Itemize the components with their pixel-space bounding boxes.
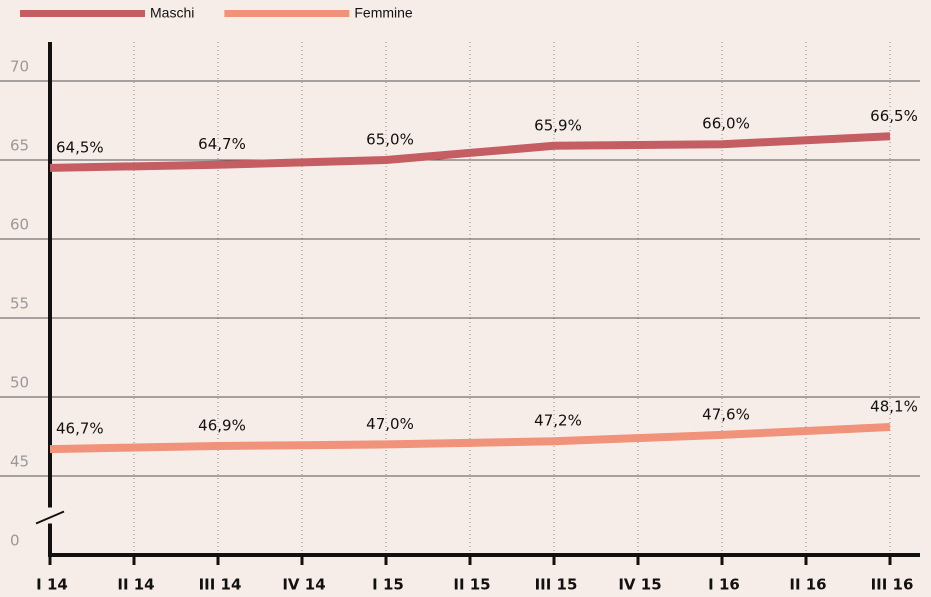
x-tick-label: IV 14 bbox=[282, 576, 325, 594]
x-tick-label: II 14 bbox=[117, 576, 154, 594]
x-tick-label: I 14 bbox=[36, 576, 68, 594]
data-label: 46,7% bbox=[56, 420, 104, 438]
legend-swatch bbox=[20, 10, 145, 17]
y-tick-label: 70 bbox=[10, 58, 29, 76]
data-label: 65,0% bbox=[366, 131, 414, 149]
x-tick-label: I 16 bbox=[708, 576, 740, 594]
data-label: 64,5% bbox=[56, 138, 104, 156]
series-line bbox=[49, 132, 891, 172]
y-tick-label: 55 bbox=[10, 295, 29, 313]
data-label: 65,9% bbox=[534, 116, 582, 134]
y-tick-label: 0 bbox=[10, 532, 20, 550]
data-label: 64,7% bbox=[198, 135, 246, 153]
data-label: 46,9% bbox=[198, 416, 246, 434]
x-tick-label: III 16 bbox=[871, 576, 914, 594]
legend-label: Maschi bbox=[150, 5, 194, 21]
x-tick-label: I 15 bbox=[372, 576, 404, 594]
legend-label: Femmine bbox=[354, 5, 413, 21]
y-tick-label: 65 bbox=[10, 137, 29, 155]
x-tick-label: III 14 bbox=[199, 576, 242, 594]
series-line bbox=[49, 423, 891, 454]
data-label: 47,0% bbox=[366, 415, 414, 433]
y-tick-label: 60 bbox=[10, 216, 29, 234]
legend-swatch bbox=[224, 10, 350, 17]
x-tick-label: II 15 bbox=[453, 576, 490, 594]
data-label: 47,2% bbox=[534, 412, 582, 430]
axis-break-gap bbox=[46, 507, 54, 524]
data-label: 66,5% bbox=[870, 107, 918, 125]
data-label: 47,6% bbox=[702, 405, 750, 423]
data-label: 66,0% bbox=[702, 115, 750, 133]
x-tick-label: II 16 bbox=[789, 576, 826, 594]
axis-break bbox=[35, 510, 65, 525]
data-label: 48,1% bbox=[870, 398, 918, 416]
x-tick-label: III 15 bbox=[535, 576, 578, 594]
y-tick-label: 50 bbox=[10, 374, 29, 392]
x-tick-label: IV 15 bbox=[618, 576, 661, 594]
y-tick-label: 45 bbox=[10, 453, 29, 471]
